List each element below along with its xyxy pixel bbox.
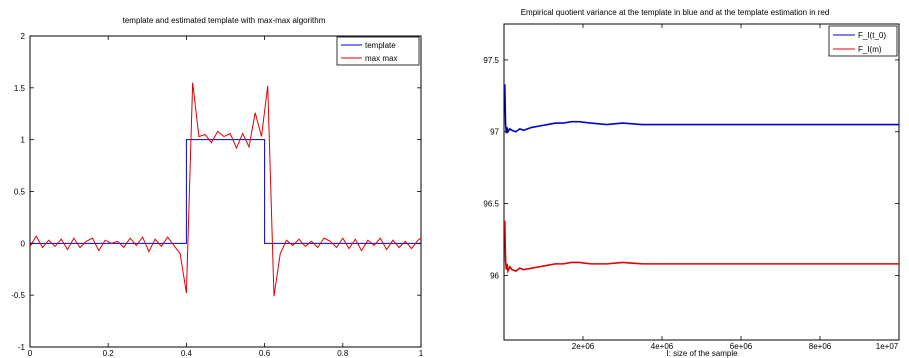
series-group [29,82,422,297]
template-chart: template and estimated template with max… [11,16,424,358]
plot-frame [503,23,900,341]
x-tick-label: 0.4 [181,349,193,358]
legend-label-max-max: max max [365,54,397,63]
x-tick-label: 1e+07 [876,342,899,351]
x-tick-label: 2e+06 [572,342,595,351]
x-tick-label: 1 [419,349,424,358]
series-group [503,84,899,275]
y-tick-label: 97 [490,128,499,137]
legend: F_I(t_0) F_I(m) [828,25,898,57]
plot-area [503,23,900,341]
legend-box [828,25,898,57]
y-tick-label: 1 [21,136,26,145]
legend-label-f-t0: F_I(t_0) [858,31,886,40]
y-tick-label: 96.5 [483,200,499,209]
y-tick-label: 97.5 [483,56,499,65]
legend-label-template: template [365,41,396,50]
x-tick-label: 0.6 [259,349,271,358]
chart-title: template and estimated template with max… [123,16,326,25]
x-tick-label: 0.2 [103,349,115,358]
legend-box [336,36,420,66]
y-tick-label: 0.5 [14,188,26,197]
variance-chart: Empirical quotient variance at the templ… [483,8,900,358]
plot-area [29,35,422,348]
y-tick-label: 2 [21,32,26,41]
x-tick-label: 8e+06 [809,342,832,351]
y-tick-label: 0 [21,239,26,248]
legend: template max max [336,36,420,66]
series-line-f-m [503,220,899,275]
y-tick-label: 1.5 [14,84,26,93]
x-tick-label: 6e+06 [730,342,753,351]
x-tick-label: 0 [28,349,33,358]
x-tick-label: 4e+06 [651,342,674,351]
x-axis-label: I: size of the sample [666,349,738,358]
x-tick-label: 0.8 [337,349,349,358]
plot-frame [29,35,422,348]
legend-label-f-m: F_I(m) [858,45,882,54]
chart-title: Empirical quotient variance at the templ… [521,8,830,17]
y-tick-label: -0.5 [11,291,25,300]
y-tick-label: -1 [18,343,26,352]
series-line-f-t0 [503,84,899,134]
series-line-max-max [29,82,422,297]
tick-group: 2e+06 4e+06 6e+06 8e+06 1e+07 96 96.5 97 97.5 [483,24,900,351]
y-tick-label: 96 [490,271,499,280]
